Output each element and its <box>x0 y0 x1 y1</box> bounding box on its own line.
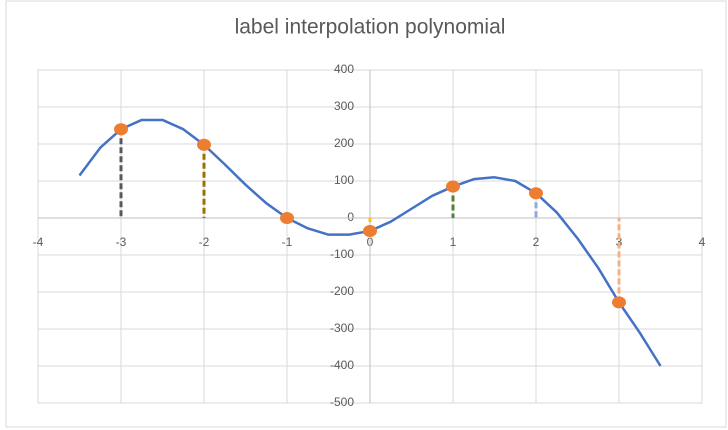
point <box>280 212 294 224</box>
chart-title: label interpolation polynomial <box>235 16 506 39</box>
y-tick-label: 100 <box>334 173 354 187</box>
x-tick-label: -2 <box>199 235 210 249</box>
y-tick-label: -500 <box>330 395 354 409</box>
x-tick-label: -4 <box>33 235 44 249</box>
y-tick-label: -200 <box>330 284 354 298</box>
point <box>197 138 211 151</box>
point <box>363 224 377 237</box>
y-tick-label: 200 <box>334 136 354 150</box>
x-tick-label: 1 <box>450 235 457 249</box>
x-tick-label: -1 <box>282 235 293 249</box>
y-tick-label: -100 <box>330 247 354 261</box>
x-tick-label: -3 <box>116 235 127 249</box>
y-tick-label: 300 <box>334 99 354 113</box>
y-tick-label: 400 <box>334 62 354 76</box>
y-tick-label: -300 <box>330 321 354 335</box>
y-tick-label: 0 <box>347 210 354 224</box>
point <box>529 187 543 200</box>
x-tick-label: 3 <box>616 235 623 249</box>
point <box>446 180 460 193</box>
x-tick-label: 4 <box>699 235 706 249</box>
y-tick-label: -400 <box>330 358 354 372</box>
x-tick-label: 2 <box>533 235 540 249</box>
point <box>612 296 626 309</box>
point <box>114 123 128 136</box>
chart-border <box>5 0 727 428</box>
